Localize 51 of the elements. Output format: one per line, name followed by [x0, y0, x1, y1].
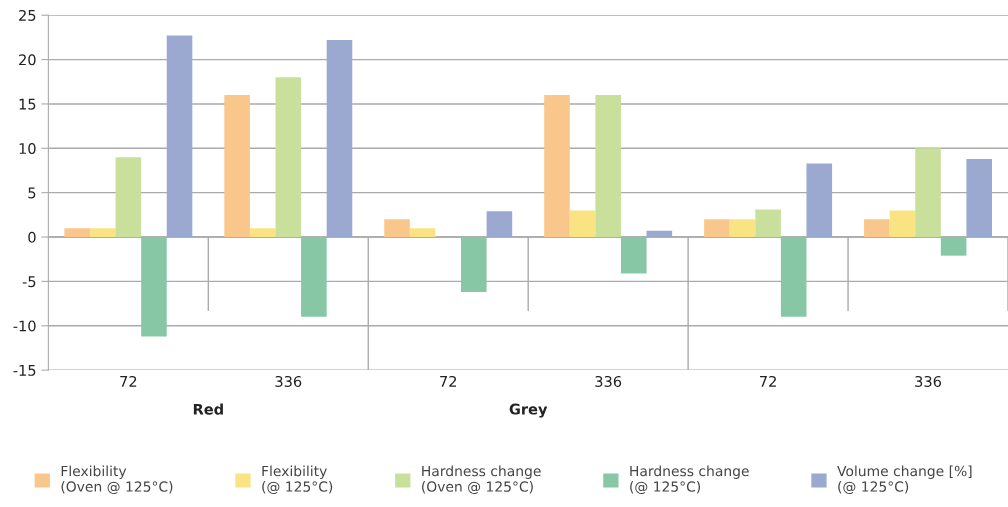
bar: [940, 237, 967, 256]
y-tick-label: 10: [19, 143, 36, 155]
bar: [729, 219, 756, 238]
bar: [461, 237, 487, 293]
bar: [224, 95, 250, 238]
bar: [409, 228, 436, 238]
bar: [864, 219, 890, 238]
bar: [595, 95, 621, 238]
x-tick-label: 336: [915, 375, 942, 387]
bar: [755, 209, 781, 238]
y-tick-label: 25: [19, 9, 36, 21]
legend-label: Volume change [%] (@ 125°C): [837, 465, 972, 495]
legend-label: Flexibility (Oven @ 125°C): [61, 465, 173, 495]
x-tick-label: 72: [120, 375, 137, 387]
bar: [569, 210, 596, 238]
y-tick-label: -10: [13, 320, 36, 332]
bar: [249, 228, 276, 238]
legend-label: Flexibility (@ 125°C): [262, 465, 333, 495]
legend-label: Hardness change (@ 125°C): [630, 465, 749, 495]
bar: [620, 237, 647, 274]
bar: [166, 35, 193, 238]
bar: [544, 95, 570, 238]
x-tick-label: 336: [275, 375, 302, 387]
bar: [646, 230, 673, 238]
text: Red: [193, 403, 223, 415]
bar: [486, 211, 513, 238]
x-tick-label: 336: [595, 375, 622, 387]
bar: [301, 237, 327, 317]
bar: [806, 163, 833, 238]
bar: [275, 77, 302, 238]
y-tick-label: 5: [28, 187, 36, 199]
y-tick-label: -15: [13, 365, 36, 376]
bar: [780, 237, 807, 317]
y-tick-label: 15: [19, 98, 36, 110]
bar: [915, 148, 941, 238]
y-tick-label: 20: [19, 54, 36, 66]
bar: [384, 219, 410, 238]
bar: [64, 228, 90, 238]
bar: [115, 157, 142, 238]
bar: [889, 210, 916, 238]
legend-label: Hardness change (Oven @ 125°C): [422, 465, 541, 495]
x-tick-label: 72: [760, 375, 776, 387]
y-tick-label: 0: [28, 231, 36, 243]
bar: [704, 219, 730, 238]
text: Grey: [509, 403, 548, 418]
x-tick-label: 72: [440, 375, 457, 387]
bar: [141, 237, 167, 337]
bar: [89, 228, 116, 238]
bar: [966, 158, 993, 238]
bar: [326, 40, 353, 238]
y-tick-label: -5: [22, 276, 36, 288]
